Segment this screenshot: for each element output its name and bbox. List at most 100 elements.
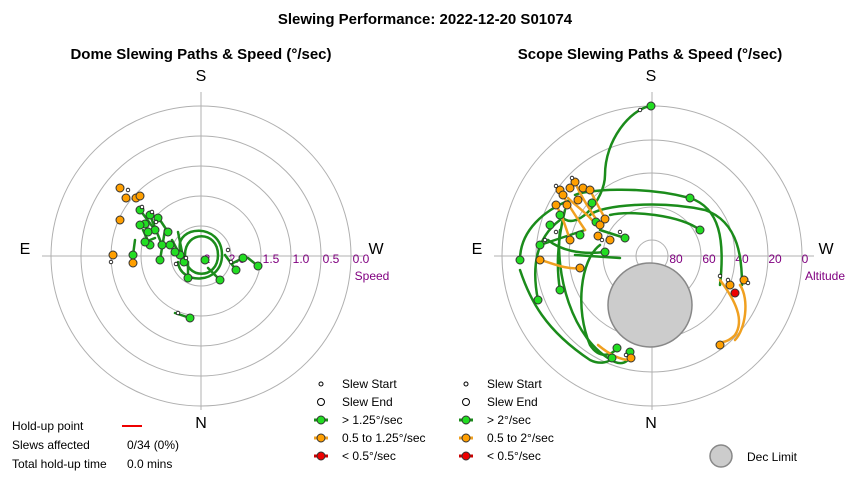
dome-marker-25 xyxy=(121,193,131,203)
scope-marker-33 xyxy=(725,280,735,290)
scope-marker-9 xyxy=(607,353,617,363)
dome-dir-left: E xyxy=(20,241,31,258)
scope-marker-28 xyxy=(605,235,615,245)
scope-legend-end-label: Slew End xyxy=(487,395,538,409)
scope-marker-34 xyxy=(739,275,749,285)
dome-marker-19 xyxy=(165,240,175,250)
scope-start-3 xyxy=(617,229,623,235)
dec-limit-legend-label: Dec Limit xyxy=(747,450,798,464)
dome-legend-start-marker xyxy=(318,381,324,387)
dome-marker-24 xyxy=(115,183,125,193)
scope-tick-4: 0 xyxy=(802,252,809,266)
dome-dir-bottom: N xyxy=(195,415,207,432)
scope-path-10 xyxy=(518,268,614,364)
scope-marker-2 xyxy=(685,193,695,203)
scope-marker-26 xyxy=(595,220,605,230)
dome-marker-22 xyxy=(143,227,153,237)
scope-dir-left: E xyxy=(472,241,483,258)
dome-slew-paths xyxy=(108,183,263,323)
dome-tick-3: 1.0 xyxy=(293,252,310,266)
dome-legend-mid-label: 0.5 to 1.25°/sec xyxy=(342,431,426,445)
dome-marker-12 xyxy=(215,275,225,285)
dome-start-4 xyxy=(225,247,231,253)
scope-path-11 xyxy=(608,211,702,232)
dome-polar-grid xyxy=(42,92,364,410)
dome-marker-1 xyxy=(157,240,167,250)
scope-path-0 xyxy=(558,104,652,223)
scope-dir-right: W xyxy=(818,241,834,258)
dome-marker-21 xyxy=(200,255,210,265)
dome-legend-slow-marker xyxy=(316,451,326,461)
scope-marker-29 xyxy=(565,235,575,245)
dome-start-2 xyxy=(149,209,155,215)
total-holdup-value: 0.0 mins xyxy=(127,457,172,471)
scope-tick-1: 60 xyxy=(702,252,716,266)
scope-marker-30 xyxy=(575,263,585,273)
scope-legend-start-label: Slew Start xyxy=(487,377,542,391)
scope-legend-end-marker xyxy=(462,398,470,406)
scope-legend: Slew Start Slew End > 2°/sec 0.5 to 2°/s… xyxy=(459,377,554,463)
dome-marker-28 xyxy=(108,250,118,260)
scope-legend-fast-marker xyxy=(461,415,471,425)
dome-legend-mid-marker xyxy=(316,433,326,443)
dome-marker-10 xyxy=(253,261,263,271)
scope-marker-24 xyxy=(573,195,583,205)
dec-limit-legend-marker xyxy=(709,444,733,468)
scope-tick-0: 80 xyxy=(669,252,683,266)
dome-legend-fast-label: > 1.25°/sec xyxy=(342,413,403,427)
holdup-stats: Hold-up point Slews affected 0/34 (0%) T… xyxy=(12,419,179,471)
scope-marker-37 xyxy=(730,288,740,298)
scope-mid-path-5 xyxy=(733,283,747,342)
scope-marker-18 xyxy=(570,177,580,187)
dome-start-0 xyxy=(183,255,189,261)
scope-path-2 xyxy=(588,203,744,287)
scope-start-9 xyxy=(599,237,605,243)
scope-marker-8 xyxy=(620,233,630,243)
scope-marker-6 xyxy=(612,343,622,353)
dome-path-0 xyxy=(183,235,220,275)
scope-path-9 xyxy=(573,253,622,260)
dome-start-6 xyxy=(108,259,114,265)
scope-marker-1 xyxy=(555,210,565,220)
scope-slew-paths xyxy=(515,101,751,365)
scope-path-4 xyxy=(518,198,572,262)
scope-start-7 xyxy=(725,277,731,283)
scope-marker-4 xyxy=(515,255,525,265)
dome-marker-13 xyxy=(163,227,173,237)
dome-dir-top: S xyxy=(196,68,207,85)
scope-tick-labels: 80 60 40 20 0 xyxy=(669,252,808,266)
scope-path-12 xyxy=(546,238,607,255)
scope-marker-0 xyxy=(646,101,656,111)
scope-legend-slow-label: < 0.5°/sec xyxy=(487,449,541,463)
scope-start-0 xyxy=(637,107,643,113)
dome-plot-title: Dome Slewing Paths & Speed (°/sec) xyxy=(70,46,331,63)
scope-marker-22 xyxy=(551,200,561,210)
scope-marker-32 xyxy=(715,340,725,350)
scope-marker-23 xyxy=(562,200,572,210)
scope-legend-fast-label: > 2°/sec xyxy=(487,413,531,427)
dome-marker-8 xyxy=(231,265,241,275)
scope-marker-25 xyxy=(585,185,595,195)
scope-marker-31 xyxy=(535,255,545,265)
dome-tick-5: 0.0 xyxy=(353,252,370,266)
dome-marker-26 xyxy=(115,215,125,225)
scope-start-10 xyxy=(553,229,559,235)
scope-tick-3: 20 xyxy=(768,252,782,266)
dome-marker-11 xyxy=(185,313,195,323)
dome-start-8 xyxy=(175,310,181,316)
dome-legend-fast-marker xyxy=(316,415,326,425)
scope-dir-top: S xyxy=(646,68,657,85)
slews-affected-label: Slews affected xyxy=(12,438,90,452)
scope-polar-grid xyxy=(494,92,814,410)
scope-marker-11 xyxy=(600,247,610,257)
dome-tick-2: 1.5 xyxy=(263,252,280,266)
dome-legend: Slew Start Slew End > 1.25°/sec 0.5 to 1… xyxy=(314,377,426,463)
dome-marker-9 xyxy=(238,253,248,263)
dome-marker-20 xyxy=(170,247,180,257)
scope-marker-10 xyxy=(695,225,705,235)
scope-plot-title: Scope Slewing Paths & Speed (°/sec) xyxy=(518,46,782,63)
scope-start-4 xyxy=(542,237,548,243)
dome-start-7 xyxy=(125,187,131,193)
